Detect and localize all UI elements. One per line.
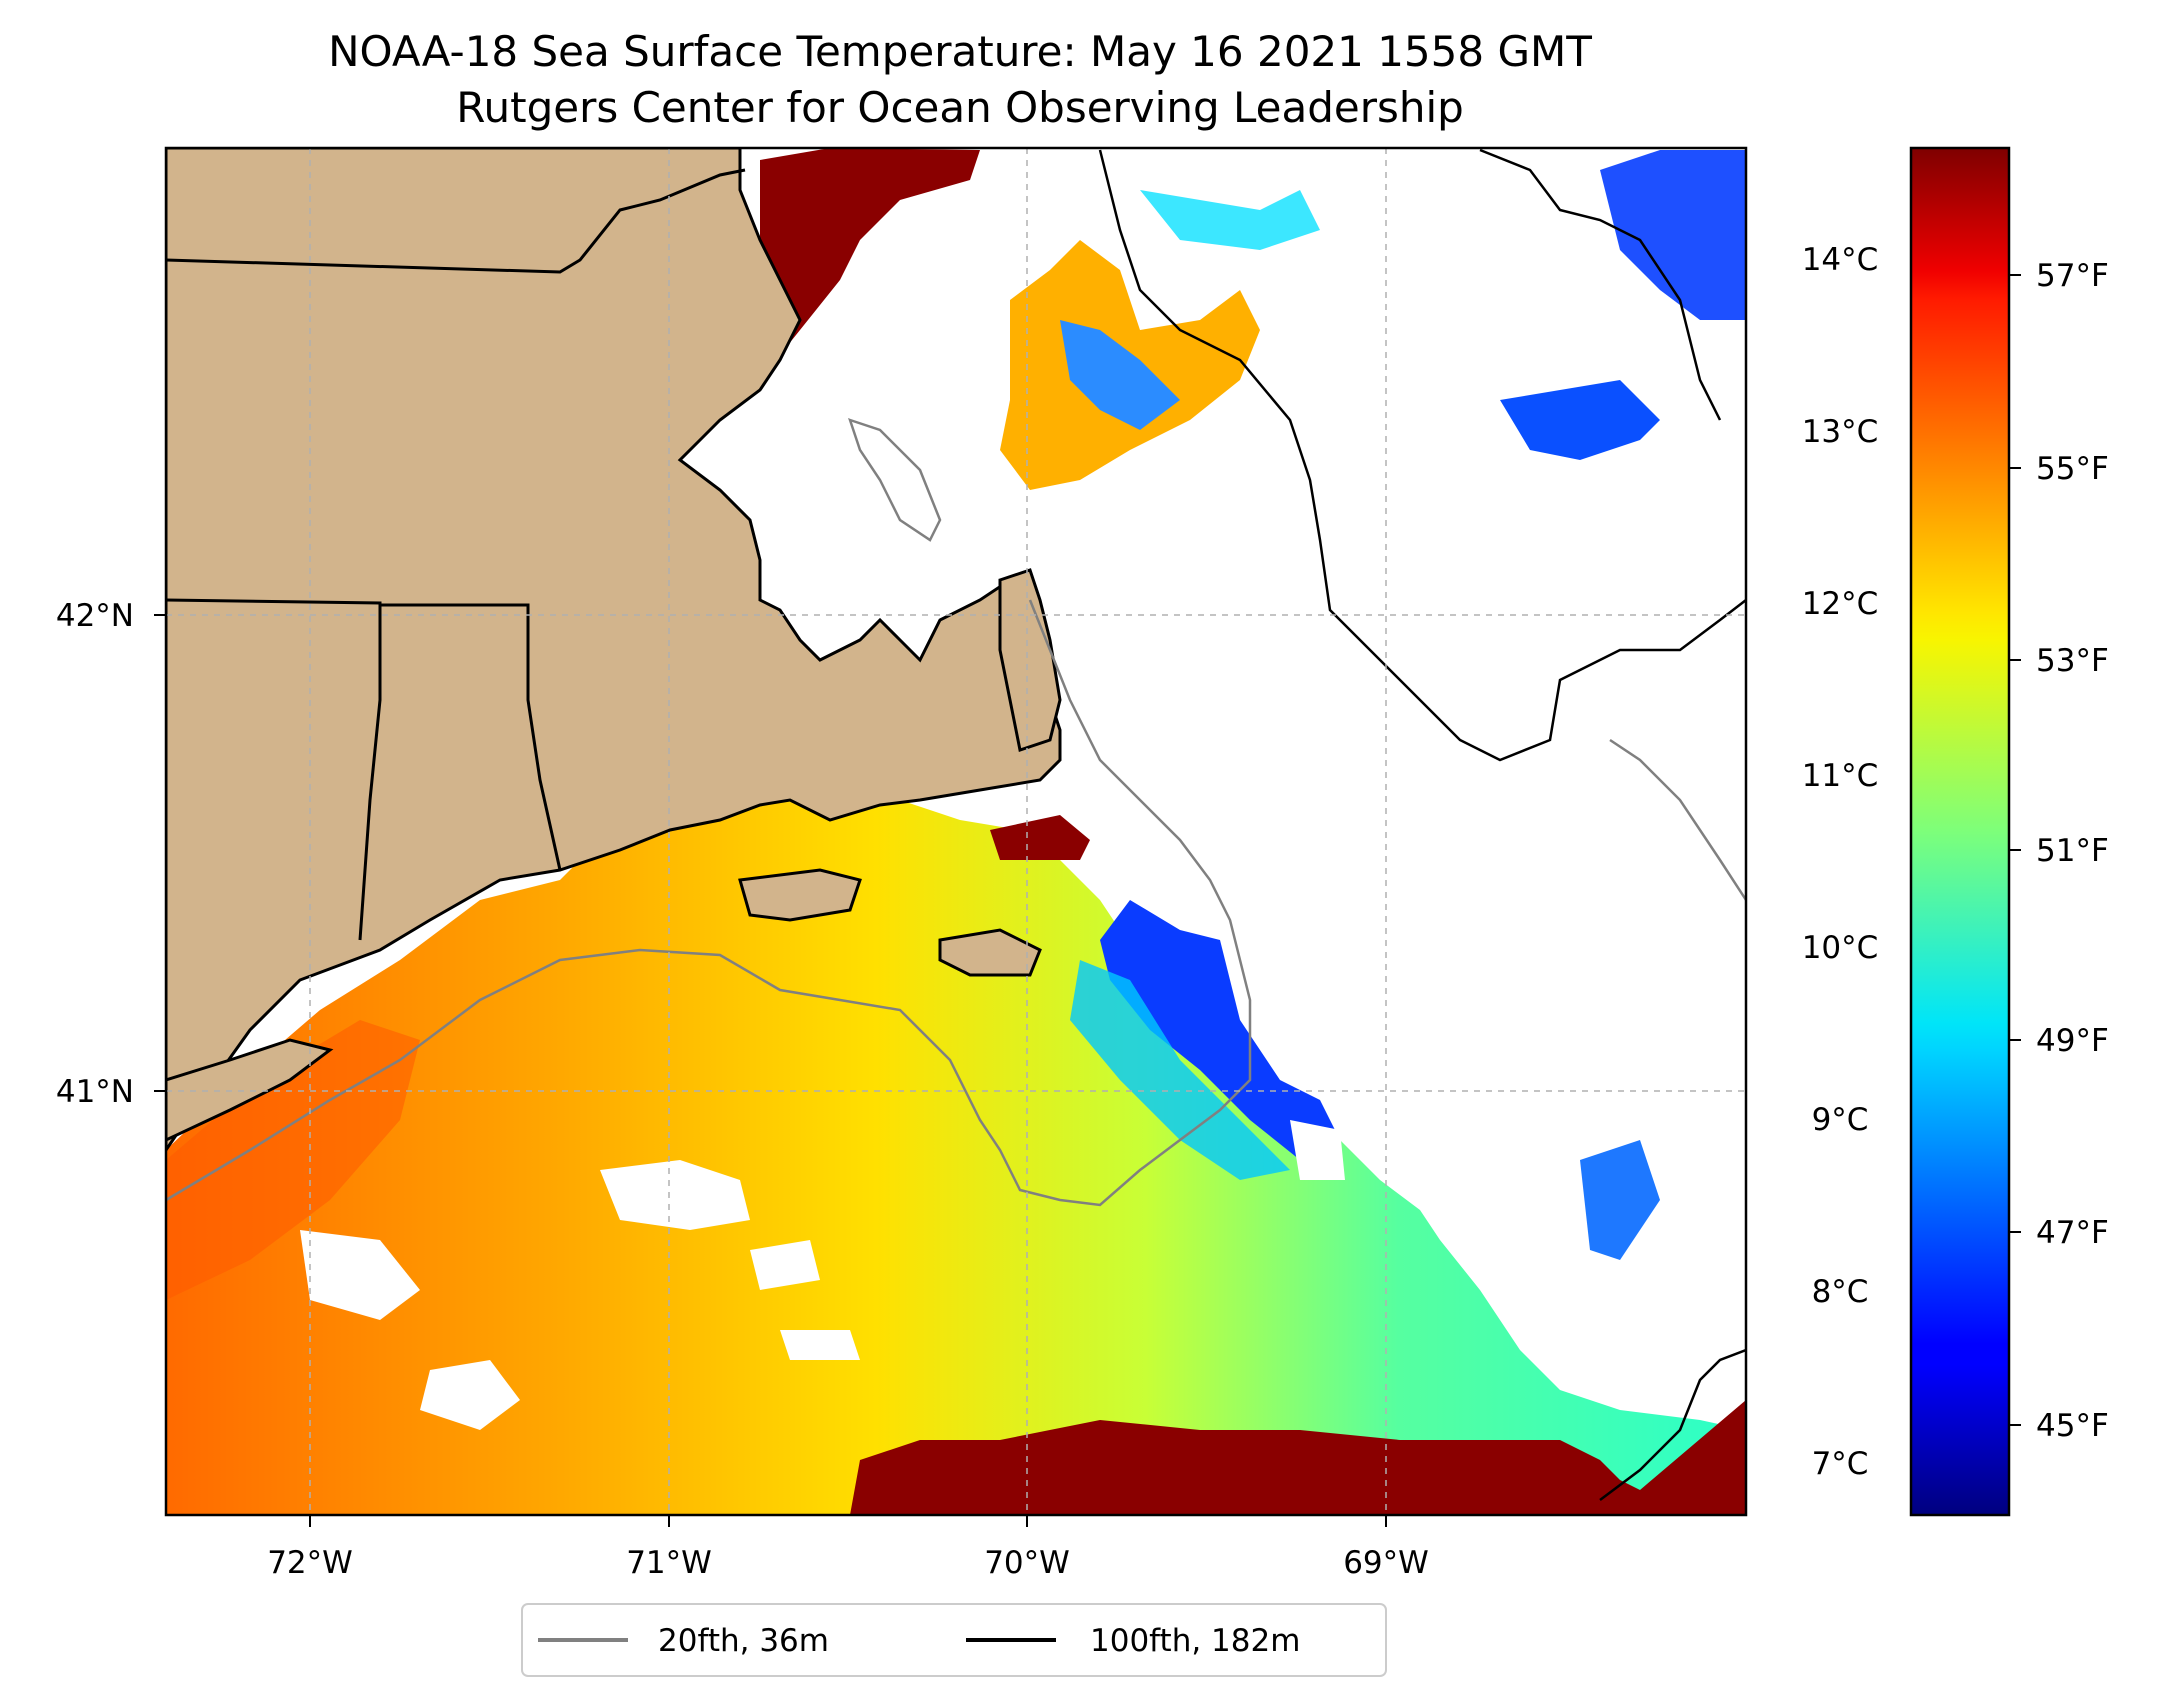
cloud-gap-1 <box>600 1160 750 1230</box>
sst-gom-blue <box>1060 320 1180 430</box>
legend-label: 100fth, 182m <box>1090 1623 1300 1659</box>
fahrenheit-tick-label: 45°F <box>2036 1408 2109 1444</box>
celsius-tick-label: 7°C <box>1812 1446 1869 1482</box>
contour-20fth <box>166 599 1252 1207</box>
celsius-tick-label: 10°C <box>1802 930 1879 966</box>
lat-ticks <box>154 614 166 1092</box>
lat-tick-label: 42°N <box>56 598 134 634</box>
celsius-tick-label: 13°C <box>1802 414 1879 450</box>
lon-tick-label: 70°W <box>984 1545 1070 1581</box>
cloud-gap-6 <box>1290 1120 1345 1180</box>
map-frame <box>164 146 1748 1517</box>
contour-100fth-3 <box>1599 1348 1746 1501</box>
fahrenheit-tick-label: 47°F <box>2036 1215 2109 1251</box>
legend-label: 20fth, 36m <box>658 1623 829 1659</box>
sst-warm-south <box>850 1400 1746 1515</box>
celsius-tick-label: 9°C <box>1812 1102 1869 1138</box>
sst-gom-north <box>1140 190 1320 250</box>
map-panel <box>166 148 1746 1515</box>
lon-tick-label: 69°W <box>1343 1545 1429 1581</box>
land-nantucket <box>938 928 1042 977</box>
celsius-axis: 14°C 13°C 12°C 11°C 10°C 9°C 8°C 7°C <box>1802 242 1879 1482</box>
lon-tick-label: 72°W <box>267 1545 353 1581</box>
fahrenheit-tick-label: 51°F <box>2036 833 2109 869</box>
fahrenheit-tick-label: 57°F <box>2036 258 2109 294</box>
sst-field-south <box>166 790 1746 1515</box>
lat-tick-label: 41°N <box>56 1074 134 1110</box>
fahrenheit-tick-label: 55°F <box>2036 451 2109 487</box>
lon-ticks <box>309 1515 1387 1527</box>
sst-north-blue <box>1600 150 1746 320</box>
fahrenheit-tick-label: 53°F <box>2036 643 2109 679</box>
sst-east-blue <box>1500 380 1660 460</box>
celsius-tick-label: 11°C <box>1802 758 1879 794</box>
cloud-gap-5 <box>780 1330 860 1360</box>
celsius-tick-label: 8°C <box>1812 1274 1869 1310</box>
sst-far-east-blue <box>1580 1140 1660 1260</box>
sst-cool-east <box>1100 900 1340 1160</box>
cloud-gap-4 <box>750 1240 820 1290</box>
lon-tick-label: 71°W <box>626 1545 712 1581</box>
state-border-ri <box>380 603 562 871</box>
contour-20fth-3 <box>1609 738 1746 901</box>
fahrenheit-ticks <box>2009 274 2021 1426</box>
colorbar <box>1909 146 2011 1517</box>
celsius-tick-label: 14°C <box>1802 242 1879 278</box>
state-border-ct-ma <box>166 598 382 941</box>
contour-100fth-2 <box>1479 148 1722 421</box>
state-border-nh-ma <box>166 168 746 274</box>
contour-100fth <box>1098 149 1746 762</box>
legend-box <box>521 1603 1387 1677</box>
chart-title: NOAA-18 Sea Surface Temperature: May 16 … <box>328 27 1592 76</box>
celsius-tick-label: 12°C <box>1802 586 1879 622</box>
sst-warm-nantucket <box>990 815 1090 860</box>
cloud-gap-2 <box>300 1230 420 1320</box>
cloud-gap-3 <box>420 1360 520 1430</box>
sst-warm-west <box>166 1020 420 1300</box>
fahrenheit-tick-label: 49°F <box>2036 1023 2109 1059</box>
sst-cool-mid <box>1070 960 1290 1180</box>
land-marthas-vineyard <box>738 868 862 922</box>
land-cape-cod <box>998 568 1062 752</box>
chart-subtitle: Rutgers Center for Ocean Observing Leade… <box>456 83 1464 132</box>
contour-20fth-2 <box>848 418 942 542</box>
legend: 20fth, 36m 100fth, 182m <box>521 1603 1387 1677</box>
